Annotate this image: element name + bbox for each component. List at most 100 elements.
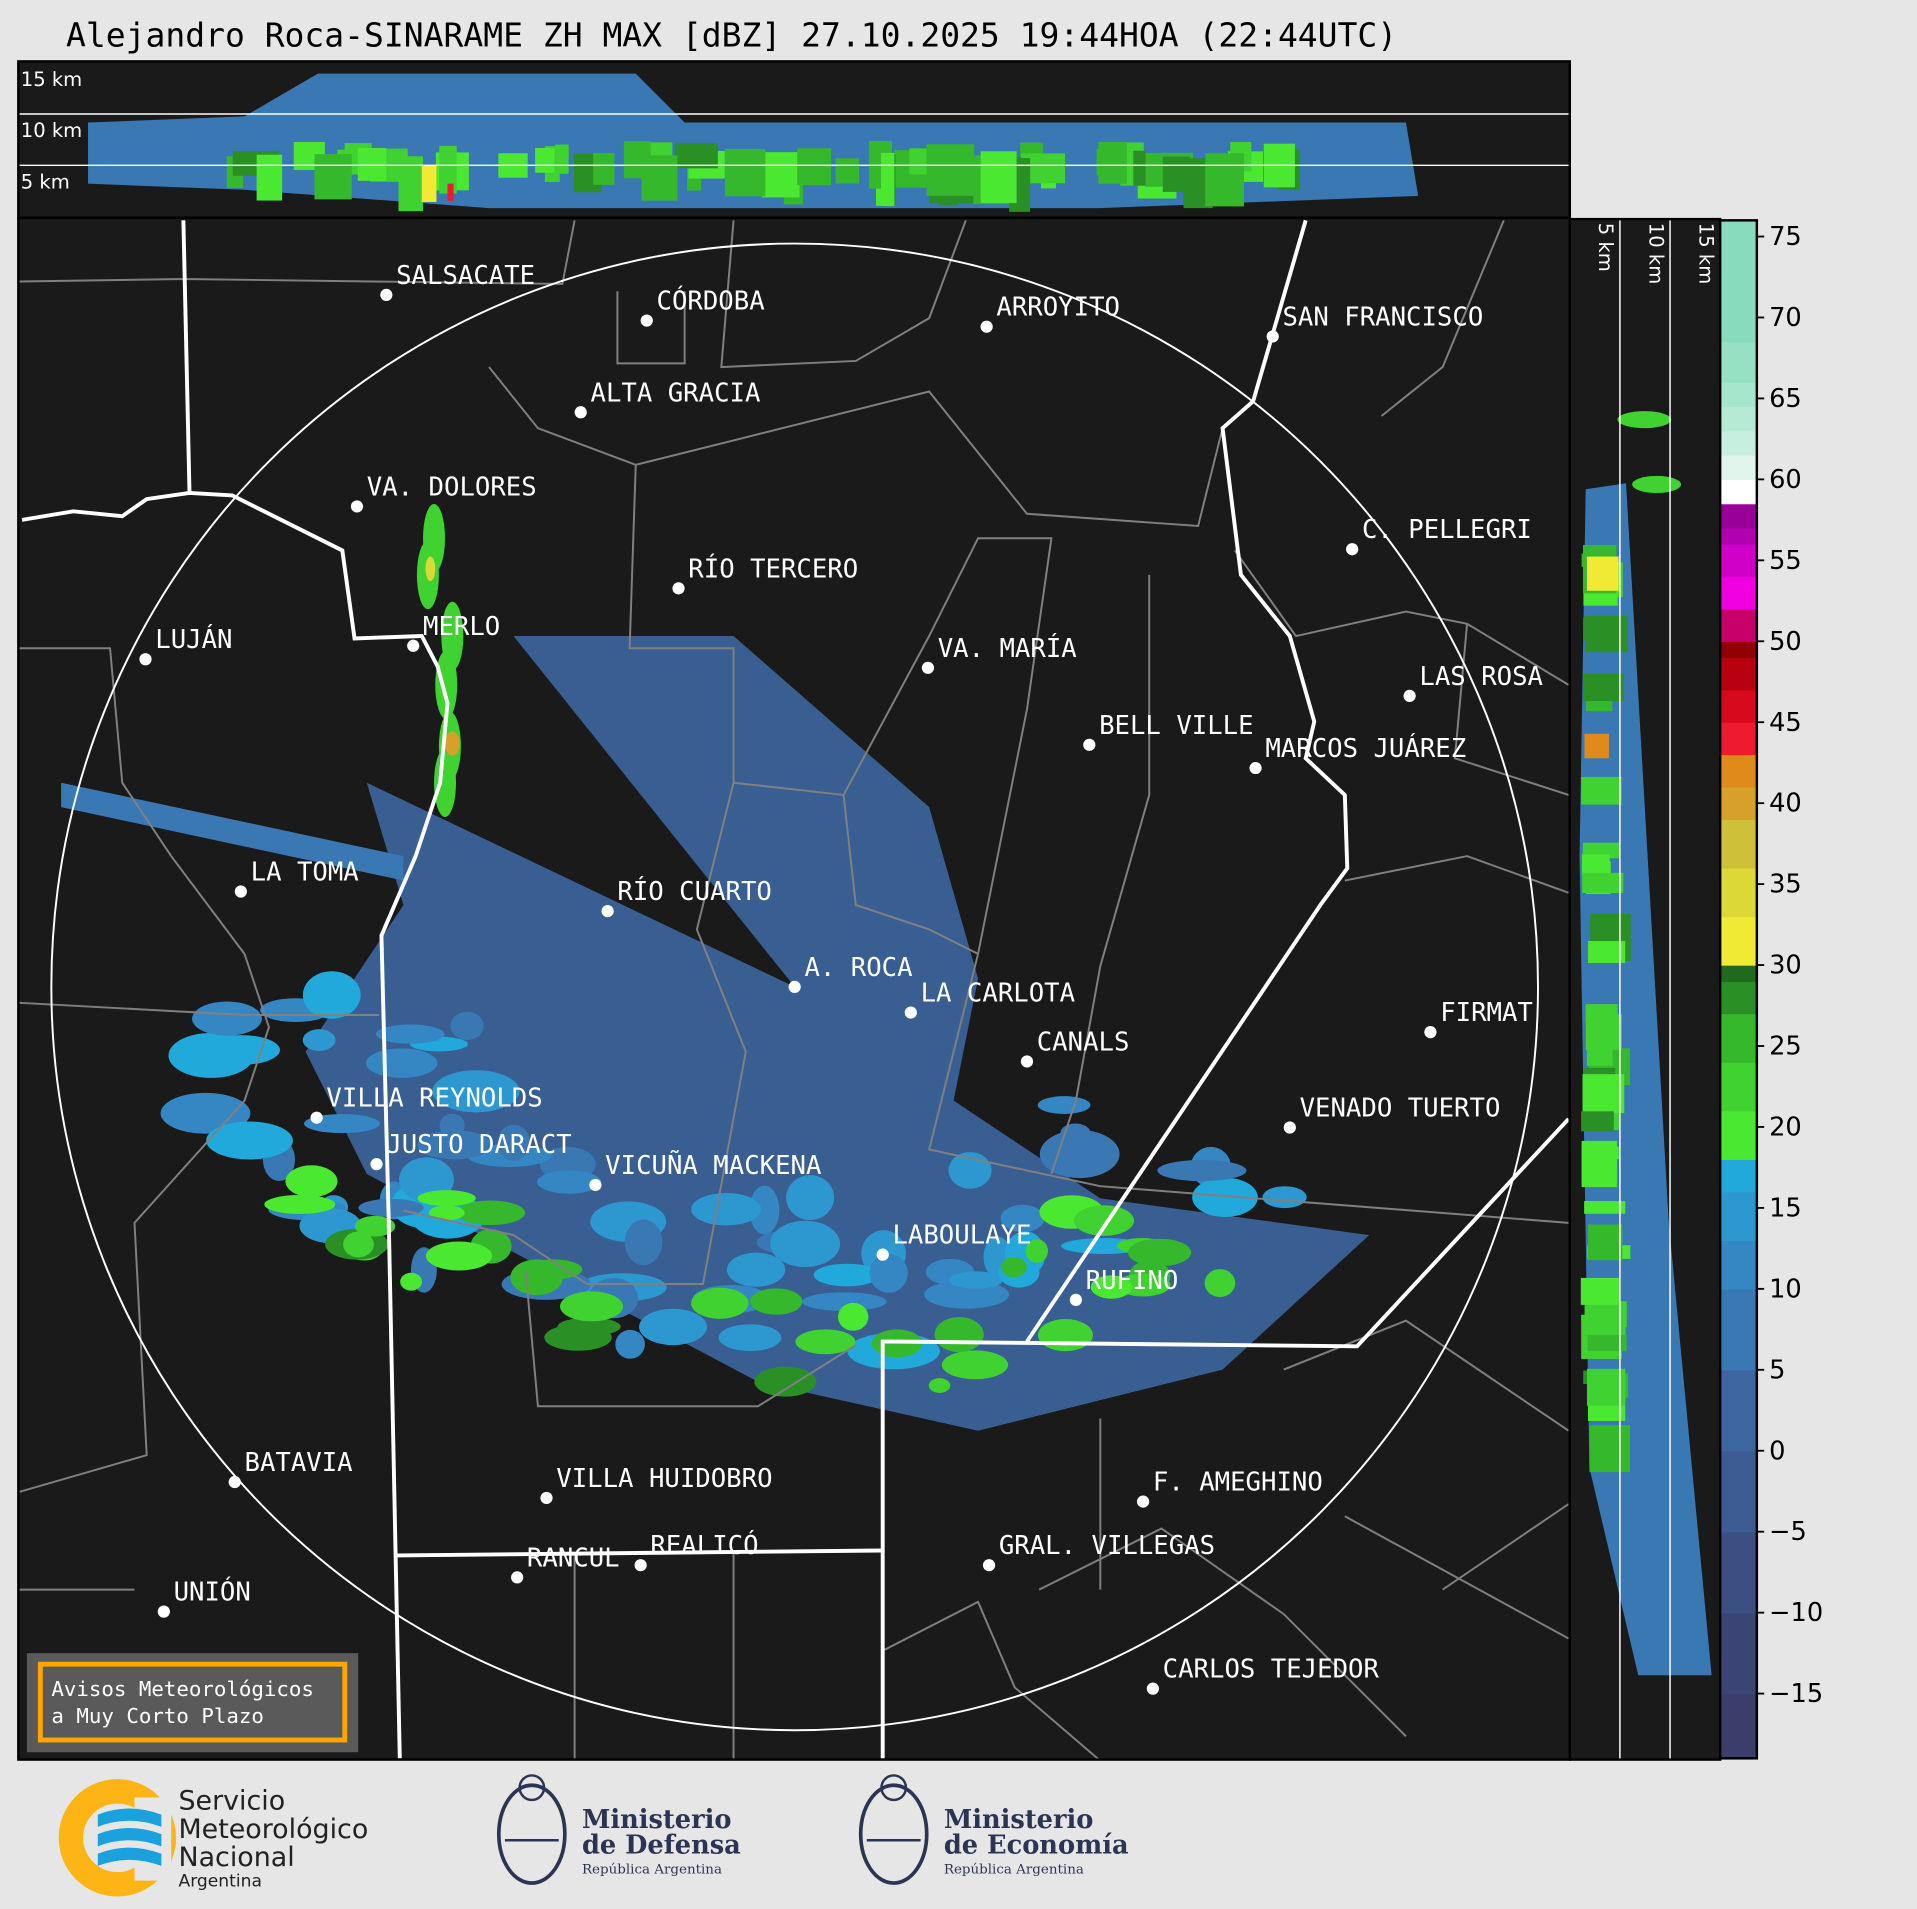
city-marker[interactable]: LUJÁN bbox=[139, 623, 233, 666]
side-cross-section-panel: 5 km 10 km 15 km bbox=[1568, 217, 1722, 1761]
colorbar-segment bbox=[1720, 1450, 1757, 1533]
city-marker[interactable]: VA. DOLORES bbox=[350, 472, 537, 513]
city-dot bbox=[1424, 1026, 1437, 1039]
city-dot bbox=[788, 980, 801, 994]
top-cross-section-panel: 15 km 10 km 5 km bbox=[17, 60, 1572, 220]
city-marker[interactable]: VILLA REYNOLDS bbox=[310, 1084, 543, 1124]
colorbar-tick-label: 45 bbox=[1769, 708, 1802, 738]
city-label: MARCOS JUÁREZ bbox=[1265, 732, 1466, 764]
colorbar-segment bbox=[1720, 1013, 1757, 1063]
department-borders bbox=[19, 219, 1569, 1759]
smn-logo-text: Argentina bbox=[178, 1872, 261, 1892]
city-marker[interactable]: RÍO CUARTO bbox=[601, 875, 772, 918]
city-dot bbox=[672, 582, 685, 595]
city-marker[interactable]: RUFINO bbox=[1069, 1266, 1179, 1306]
city-dot bbox=[370, 1158, 383, 1171]
city-marker[interactable]: ARROYITO bbox=[980, 293, 1120, 333]
city-marker[interactable]: GRAL. VILLEGAS bbox=[982, 1531, 1215, 1572]
city-marker[interactable]: VICUÑA MACKENA bbox=[589, 1149, 821, 1192]
colorbar-tick-label: 35 bbox=[1769, 870, 1802, 900]
alert-box[interactable]: Avisos Meteorológicos a Muy Corto Plazo bbox=[26, 1653, 359, 1753]
colorbar-tick-label: 15 bbox=[1769, 1193, 1802, 1223]
colorbar-segment bbox=[1720, 819, 1757, 869]
city-marker[interactable]: LABOULAYE bbox=[876, 1221, 1032, 1261]
city-marker[interactable]: MERLO bbox=[407, 612, 500, 652]
city-marker[interactable]: RÍO TERCERO bbox=[672, 552, 858, 595]
city-dot bbox=[157, 1605, 170, 1618]
city-dot bbox=[350, 500, 364, 513]
height-label: 15 km bbox=[1694, 223, 1717, 284]
city-marker[interactable]: CÓRDOBA bbox=[640, 285, 765, 327]
colorbar-segment bbox=[1720, 576, 1757, 610]
colorbar-segment bbox=[1720, 786, 1757, 820]
city-marker[interactable]: C. PELLEGRI bbox=[1346, 515, 1532, 556]
city-label: LUJÁN bbox=[155, 623, 232, 655]
city-dot bbox=[1136, 1495, 1150, 1508]
height-label: 5 km bbox=[21, 171, 70, 194]
colorbar-segment bbox=[1720, 479, 1757, 505]
city-label: MERLO bbox=[423, 612, 500, 642]
colorbar-segment bbox=[1720, 689, 1757, 723]
city-marker[interactable]: LA TOMA bbox=[234, 858, 359, 898]
colorbar-segment bbox=[1720, 641, 1757, 659]
colorbar-tick-label: 40 bbox=[1769, 789, 1802, 819]
city-marker[interactable]: CARLOS TEJEDOR bbox=[1146, 1655, 1380, 1695]
city-label: RÍO CUARTO bbox=[617, 875, 771, 907]
colorbar-segment bbox=[1720, 1288, 1757, 1371]
city-label: BATAVIA bbox=[245, 1448, 353, 1478]
city-marker[interactable]: A. ROCA bbox=[788, 953, 913, 994]
colorbar-segment bbox=[1720, 1531, 1757, 1614]
city-label: A. ROCA bbox=[804, 953, 912, 983]
city-marker[interactable]: VILLA HUIDOBRO bbox=[540, 1464, 773, 1505]
city-label: C. PELLEGRI bbox=[1362, 515, 1532, 545]
city-label: VICUÑA MACKENA bbox=[605, 1149, 821, 1181]
city-marker[interactable]: BELL VILLE bbox=[1083, 711, 1254, 751]
colorbar-segment bbox=[1720, 341, 1757, 383]
city-marker[interactable]: CANALS bbox=[1020, 1027, 1130, 1068]
city-marker[interactable]: RANCUL bbox=[511, 1543, 620, 1584]
height-label: 10 km bbox=[21, 119, 82, 142]
colorbar-segment bbox=[1720, 1693, 1757, 1759]
economia-logo-text: de Economía bbox=[944, 1831, 1129, 1861]
city-dot bbox=[1403, 689, 1416, 703]
city-marker[interactable]: JUSTO DARACT bbox=[370, 1130, 572, 1171]
city-dot bbox=[634, 1559, 647, 1572]
city-dot bbox=[980, 320, 993, 333]
province-borders bbox=[21, 219, 1569, 1759]
city-marker[interactable]: F. AMEGHINO bbox=[1136, 1468, 1323, 1508]
city-marker[interactable]: VA. MARÍA bbox=[921, 632, 1077, 674]
city-label: LA TOMA bbox=[251, 858, 359, 888]
city-marker[interactable]: LA CARLOTA bbox=[904, 979, 1075, 1019]
height-label: 15 km bbox=[21, 68, 82, 91]
city-marker[interactable]: SALSACATE bbox=[380, 261, 535, 302]
city-marker[interactable]: UNIÓN bbox=[157, 1576, 251, 1618]
city-label: REALICÓ bbox=[650, 1529, 758, 1561]
colorbar-tick-label: −5 bbox=[1769, 1517, 1807, 1547]
city-labels: SALSACATE CÓRDOBA ARROYITO SAN FRANCISCO ALT… bbox=[139, 261, 1543, 1695]
smn-logo-text: Servicio bbox=[178, 1786, 285, 1817]
city-marker[interactable]: SAN FRANCISCO bbox=[1266, 302, 1484, 343]
city-marker[interactable]: LAS ROSA bbox=[1403, 662, 1543, 703]
defensa-logo-text: de Defensa bbox=[582, 1831, 741, 1861]
colorbar-tick-label: 75 bbox=[1769, 222, 1802, 252]
city-marker[interactable]: BATAVIA bbox=[228, 1448, 353, 1489]
figure-title: Alejandro Roca-SINARAME ZH MAX [dBZ] 27.… bbox=[66, 16, 1397, 55]
city-marker[interactable]: ALTA GRACIA bbox=[574, 378, 761, 419]
city-marker[interactable]: FIRMAT bbox=[1424, 998, 1533, 1039]
city-dot bbox=[904, 1006, 917, 1019]
city-marker[interactable]: VENADO TUERTO bbox=[1283, 1093, 1501, 1134]
colorbar-tick-label: 10 bbox=[1769, 1274, 1802, 1304]
radar-map[interactable]: SALSACATE CÓRDOBA ARROYITO SAN FRANCISCO ALT… bbox=[17, 216, 1572, 1761]
colorbar-segment bbox=[1720, 1612, 1757, 1695]
city-dot bbox=[540, 1491, 553, 1505]
colorbar-segment bbox=[1720, 455, 1757, 480]
colorbar-tick-label: 65 bbox=[1769, 384, 1802, 414]
colorbar-tick-label: 20 bbox=[1769, 1113, 1802, 1143]
city-label: FIRMAT bbox=[1440, 998, 1533, 1028]
city-marker[interactable]: REALICÓ bbox=[634, 1529, 759, 1572]
colorbar-tick-label: −15 bbox=[1769, 1679, 1823, 1709]
city-marker[interactable]: MARCOS JUÁREZ bbox=[1249, 732, 1466, 775]
city-label: ALTA GRACIA bbox=[591, 378, 761, 408]
